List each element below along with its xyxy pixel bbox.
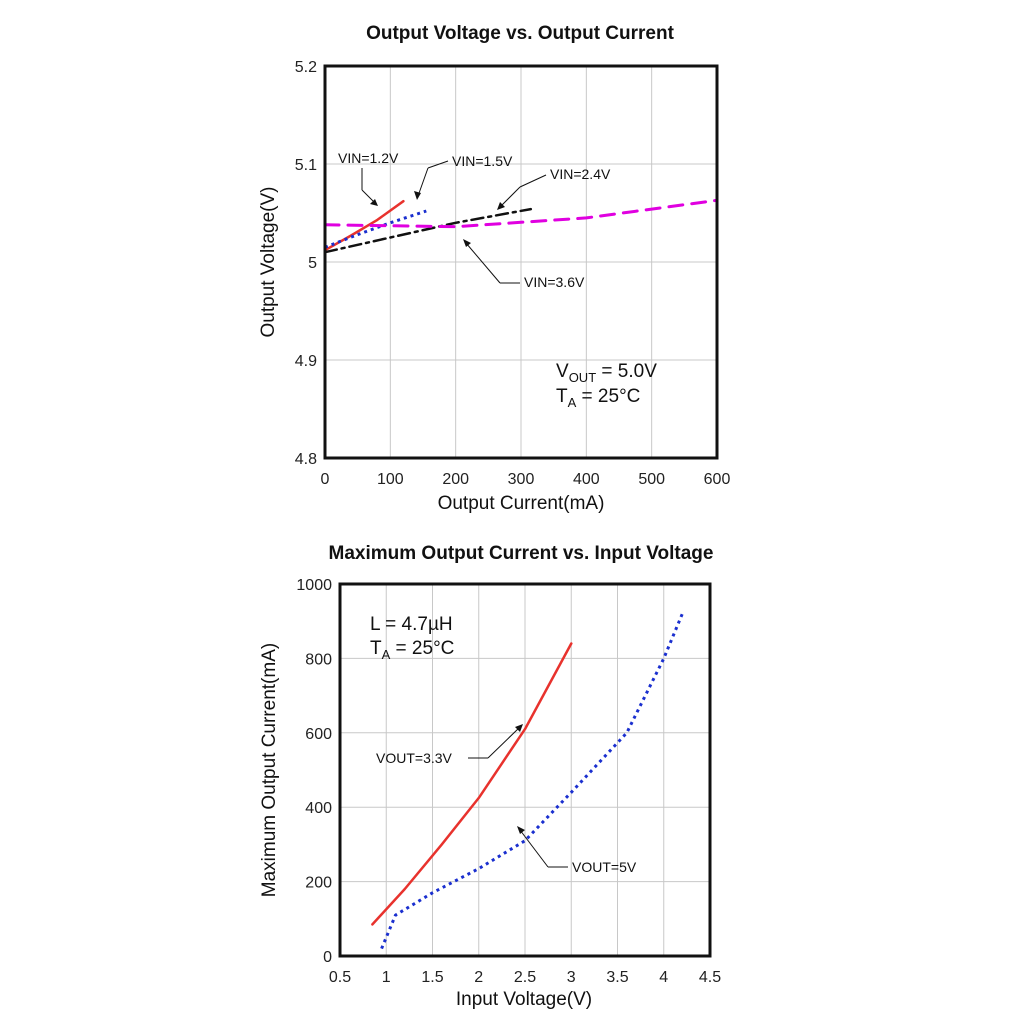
y-tick-label: 200 (305, 875, 332, 892)
chart1-plot-frame (323, 64, 719, 460)
x-tick-label: 0.5 (329, 969, 351, 986)
svg-text:L = 4.7µH: L = 4.7µH (370, 614, 453, 635)
y-tick-label: 5 (308, 255, 317, 272)
svg-text:VOUT = 5.0V: VOUT = 5.0V (556, 361, 657, 385)
x-tick-label: 500 (638, 471, 665, 488)
label-vout-5v: VOUT=5V (572, 859, 637, 875)
x-tick-label: 0 (321, 471, 330, 488)
svg-text:TA = 25°C: TA = 25°C (370, 638, 454, 662)
series-line-vin-3-6v (323, 198, 719, 229)
svg-text:TA = 25°C: TA = 25°C (556, 386, 640, 410)
y-tick-label: 0 (323, 949, 332, 966)
chart2-conditions: L = 4.7µH TA = 25°C (370, 614, 454, 662)
y-tick-label: 5.2 (295, 59, 317, 76)
y-tick-label: 600 (305, 726, 332, 743)
y-tick-label: 800 (305, 651, 332, 668)
y-tick-label: 400 (305, 800, 332, 817)
label-vin-1-5v: VIN=1.5V (452, 153, 513, 169)
label-vin-2-4v: VIN=2.4V (550, 166, 611, 182)
chart2-annotations: VOUT=3.3V VOUT=5V (376, 724, 637, 875)
x-tick-label: 400 (573, 471, 600, 488)
x-tick-label: 1 (382, 969, 391, 986)
series-line-vout-3-3v (371, 642, 573, 926)
x-tick-label: 600 (704, 471, 731, 488)
x-tick-label: 300 (508, 471, 535, 488)
x-tick-label: 100 (377, 471, 404, 488)
x-tick-label: 2.5 (514, 969, 536, 986)
series-line-vin-2-4v (323, 207, 533, 254)
chart2-title: Maximum Output Current vs. Input Voltage (329, 543, 714, 564)
y-tick-label: 4.9 (295, 353, 317, 370)
chart1-xlabel: Output Current(mA) (438, 493, 605, 514)
label-vin-1-2v: VIN=1.2V (338, 150, 399, 166)
y-tick-label: 1000 (296, 577, 332, 594)
label-vin-3-6v: VIN=3.6V (524, 274, 585, 290)
chart1-annotations: VIN=1.2V VIN=1.5V VIN=2.4V VIN=3.6V (338, 150, 611, 290)
label-vout-3-3v: VOUT=3.3V (376, 750, 453, 766)
chart2-ylabel: Maximum Output Current(mA) (259, 643, 280, 897)
x-tick-label: 3 (567, 969, 576, 986)
x-tick-label: 4.5 (699, 969, 721, 986)
chart1-title: Output Voltage vs. Output Current (366, 23, 675, 44)
output-voltage-chart: Output Voltage vs. Output Current 0 100 20… (258, 23, 730, 514)
x-tick-label: 2 (474, 969, 483, 986)
chart2-xlabel: Input Voltage(V) (456, 989, 592, 1010)
y-tick-label: 4.8 (295, 451, 317, 468)
chart2-plot-frame (338, 582, 712, 958)
x-tick-label: 3.5 (606, 969, 628, 986)
x-tick-label: 200 (442, 471, 469, 488)
series-line-vout-5v (380, 613, 684, 950)
x-tick-label: 1.5 (421, 969, 443, 986)
x-tick-label: 4 (659, 969, 668, 986)
max-current-chart: Maximum Output Current vs. Input Voltage… (259, 543, 721, 1010)
series-line-vin-1-2v (323, 199, 405, 252)
y-tick-label: 5.1 (295, 157, 317, 174)
chart1-ylabel: Output Voltage(V) (258, 186, 279, 337)
chart1-conditions: VOUT = 5.0V TA = 25°C (556, 361, 657, 410)
